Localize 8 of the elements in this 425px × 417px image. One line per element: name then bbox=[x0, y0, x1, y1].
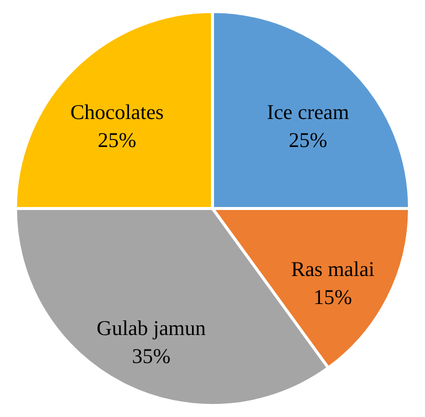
slice-label: Ras malai bbox=[291, 256, 375, 281]
slice-label: Ice cream bbox=[266, 100, 350, 124]
slice-label: Gulab jamun bbox=[96, 316, 206, 340]
data-label: 25% bbox=[288, 128, 328, 152]
slice-label: Chocolates bbox=[70, 100, 164, 124]
data-label: 15% bbox=[314, 284, 352, 309]
data-label: 25% bbox=[98, 128, 136, 152]
data-label: 35% bbox=[132, 344, 170, 368]
